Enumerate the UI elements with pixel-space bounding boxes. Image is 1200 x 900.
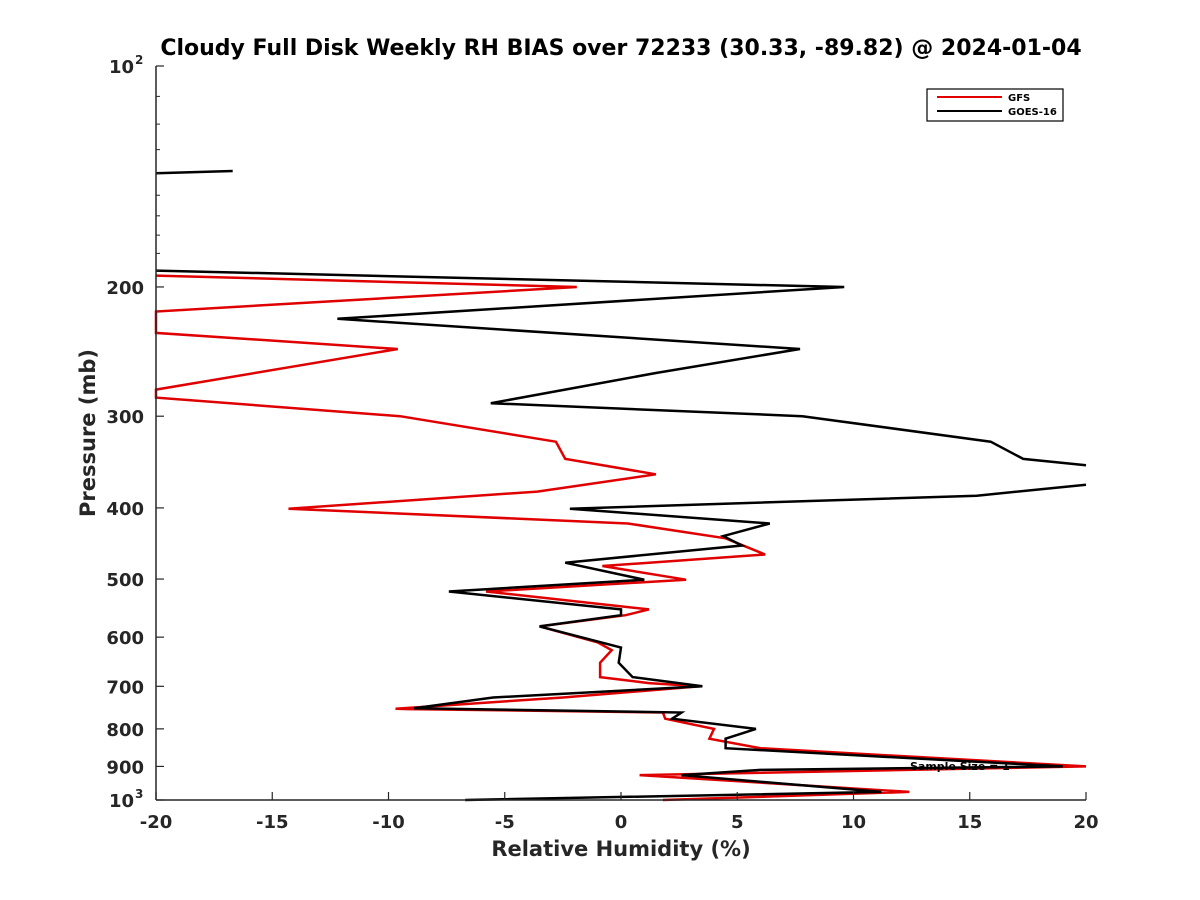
y-tick-exponent: 2 <box>135 53 143 67</box>
y-tick-label: 700 <box>106 677 144 698</box>
x-tick-label: 15 <box>957 812 982 833</box>
x-tick-label: -5 <box>495 812 515 833</box>
y-tick-label: 400 <box>106 499 144 520</box>
series-line-goes-16-0 <box>155 169 233 175</box>
y-tick-label: 10 <box>109 791 134 812</box>
series-layer <box>154 169 1087 802</box>
x-tick-label: 5 <box>731 812 744 833</box>
y-tick-label: 10 <box>109 57 134 78</box>
y-tick-label: 500 <box>106 570 144 591</box>
chart-title: Cloudy Full Disk Weekly RH BIAS over 722… <box>160 36 1081 61</box>
x-tick-label: 0 <box>615 812 628 833</box>
series-line-gfs-0 <box>154 274 1087 802</box>
y-tick-label: 200 <box>106 278 144 299</box>
y-tick-label: 900 <box>106 757 144 778</box>
x-tick-label: 10 <box>841 812 866 833</box>
y-axis-label: Pressure (mb) <box>76 349 100 517</box>
x-tick-label: -20 <box>140 812 173 833</box>
y-tick-label: 600 <box>106 628 144 649</box>
x-tick-label: -15 <box>256 812 289 833</box>
series-line-goes-16-1 <box>155 269 1087 467</box>
x-tick-label: -10 <box>372 812 405 833</box>
x-axis-label: Relative Humidity (%) <box>491 837 750 861</box>
sample-size-annotation: Sample Size = 1 <box>910 760 1010 773</box>
legend-box <box>926 88 1064 122</box>
y-tick-label: 300 <box>106 407 144 428</box>
series-line-goes-16-2 <box>413 483 1087 802</box>
y-tick-exponent: 3 <box>135 787 143 801</box>
legend-gfs-label: GFS <box>1008 93 1030 104</box>
y-tick-label: 800 <box>106 720 144 741</box>
x-tick-label: 20 <box>1073 812 1098 833</box>
legend: GFS GOES-16 <box>926 88 1064 122</box>
legend-goes16-label: GOES-16 <box>1008 107 1057 118</box>
